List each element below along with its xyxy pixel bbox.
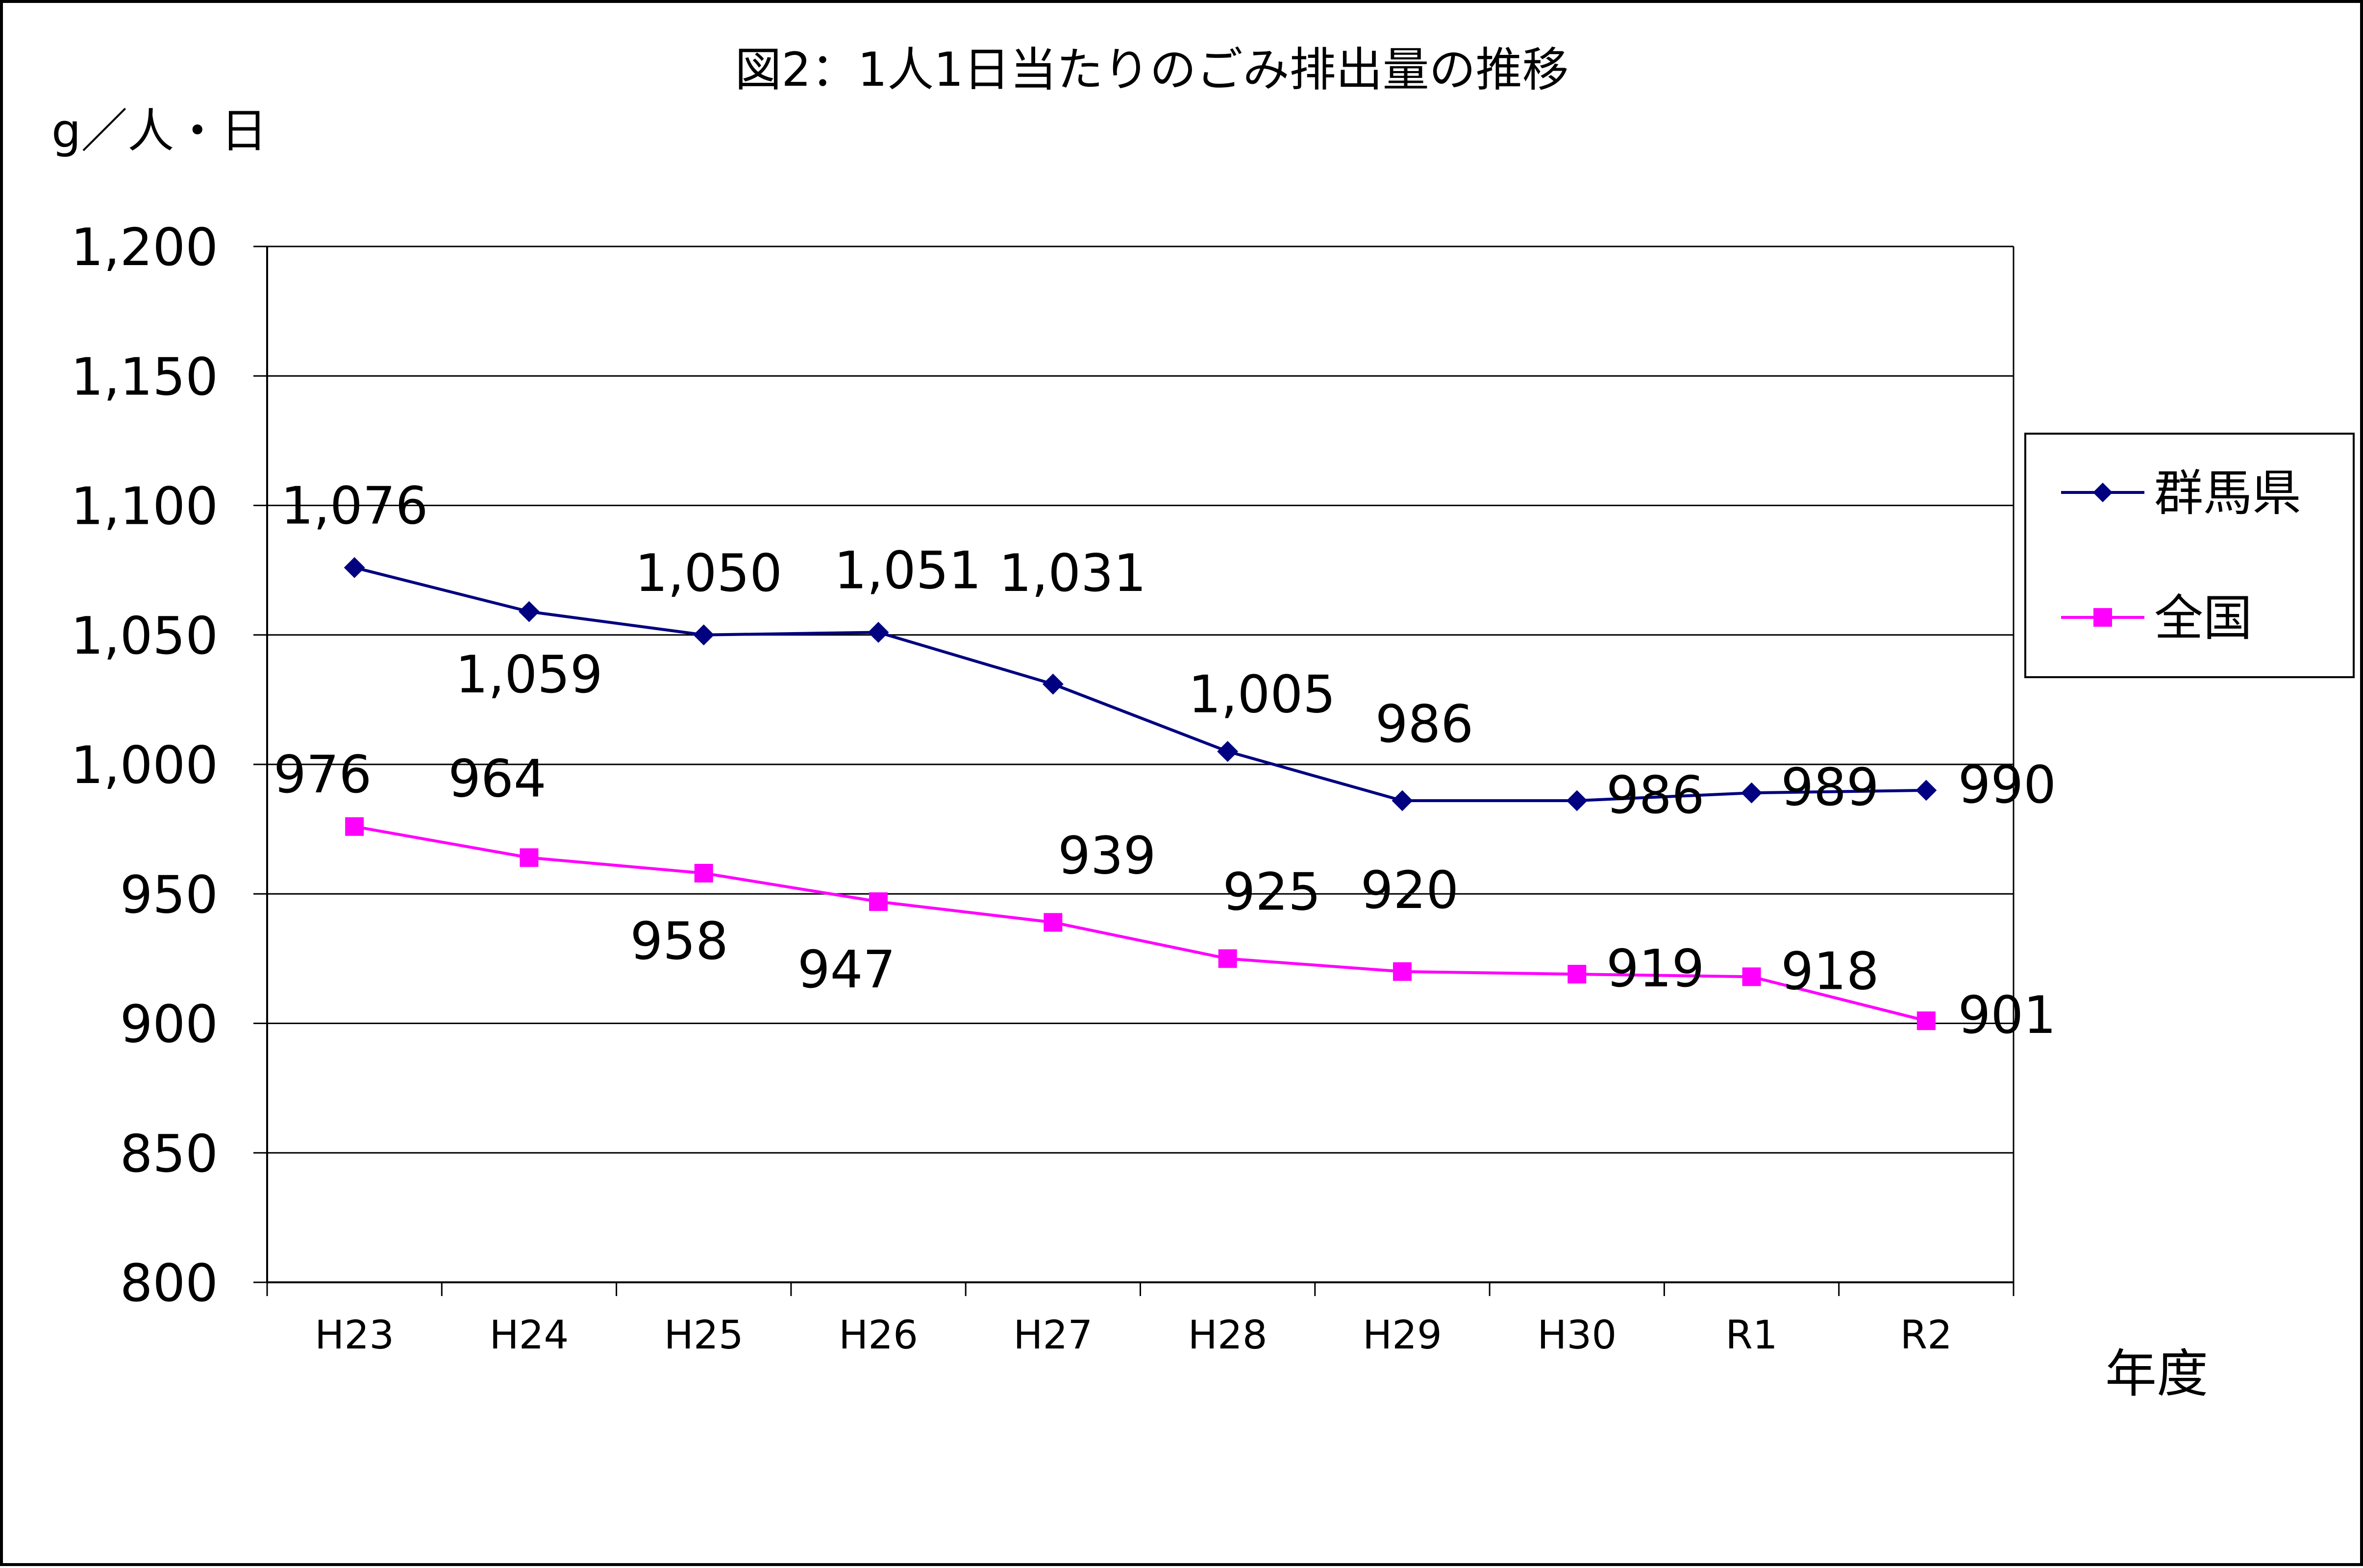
data-label: 939 xyxy=(1058,826,1156,885)
data-point-marker xyxy=(520,848,539,867)
data-label: 989 xyxy=(1781,758,1879,817)
data-label: 947 xyxy=(797,940,895,1000)
x-tick-label: H27 xyxy=(1013,1312,1093,1358)
data-point-marker xyxy=(344,557,365,578)
x-axis-label: 年度 xyxy=(2105,1344,2208,1404)
x-tick-label: H24 xyxy=(489,1312,569,1358)
y-tick-label: 1,050 xyxy=(71,606,218,666)
data-label: 976 xyxy=(274,745,372,805)
y-tick-label: 900 xyxy=(120,995,218,1054)
data-labels: 1,076 1,059 1,050 1,051 1,031 1,005 986 986 989 9… xyxy=(274,476,2056,1045)
legend-label: 全国 xyxy=(2154,589,2252,647)
data-label: 920 xyxy=(1361,860,1459,920)
x-tick-label: R1 xyxy=(1725,1312,1777,1358)
y-tick-label: 1,100 xyxy=(71,477,218,537)
data-label: 990 xyxy=(1958,755,2056,815)
data-point-marker xyxy=(1742,967,1761,986)
data-point-marker xyxy=(1567,965,1587,984)
data-label: 919 xyxy=(1606,939,1704,999)
data-label: 964 xyxy=(448,749,546,808)
y-tick-label: 850 xyxy=(120,1124,218,1184)
data-point-marker xyxy=(869,892,888,911)
legend-label: 群馬県 xyxy=(2154,465,2301,522)
data-point-marker xyxy=(868,622,889,643)
y-tick-label: 1,200 xyxy=(71,218,218,277)
series-line-gunma xyxy=(354,566,1926,802)
x-tick-label: H28 xyxy=(1188,1312,1268,1358)
x-tick-label: H23 xyxy=(315,1312,394,1358)
series xyxy=(344,557,1937,1030)
y-tick-labels: 800 850 900 950 1,000 1,050 1,100 1,150 1,200 xyxy=(71,218,218,1313)
data-label: 1,031 xyxy=(999,543,1146,603)
data-point-marker xyxy=(1218,949,1237,968)
data-point-marker xyxy=(1044,913,1063,932)
y-tick-label: 950 xyxy=(120,865,218,925)
x-tick-label: H26 xyxy=(839,1312,918,1358)
data-point-marker xyxy=(694,863,713,882)
data-point-marker xyxy=(1393,962,1412,981)
x-tick-label: H25 xyxy=(664,1312,744,1358)
data-label: 1,059 xyxy=(455,645,603,705)
data-label: 901 xyxy=(1958,985,2056,1045)
data-point-marker xyxy=(345,817,364,836)
y-tick-label: 1,000 xyxy=(71,735,218,795)
legend-marker xyxy=(2093,483,2113,502)
chart-title: 図2：1人1日当たりのごみ排出量の推移 xyxy=(735,43,1568,97)
data-label: 925 xyxy=(1222,862,1320,922)
x-tick-label: R2 xyxy=(1900,1312,1952,1358)
data-point-marker xyxy=(1566,790,1588,811)
data-point-marker xyxy=(1042,673,1064,695)
y-tick-label: 800 xyxy=(120,1253,218,1313)
legend-marker xyxy=(2093,608,2112,627)
x-tick-label: H29 xyxy=(1363,1312,1442,1358)
x-tick-label: H30 xyxy=(1537,1312,1617,1358)
data-point-marker xyxy=(1915,780,1937,801)
axes xyxy=(253,245,2015,1296)
gridlines xyxy=(267,245,2014,1154)
data-label: 1,076 xyxy=(281,476,428,536)
y-axis-label: g／人・日 xyxy=(51,104,267,158)
x-tick-labels: H23 H24 H25 H26 H27 H28 H29 H30 R1 R2 xyxy=(315,1312,1952,1358)
legend-box xyxy=(2024,433,2355,678)
data-point-marker xyxy=(1217,741,1239,762)
data-label: 986 xyxy=(1606,765,1704,825)
data-label: 958 xyxy=(630,911,728,971)
data-label: 1,005 xyxy=(1188,665,1336,725)
data-point-marker xyxy=(1916,1011,1936,1030)
series-line-national xyxy=(354,825,1927,1023)
data-point-marker xyxy=(1741,782,1762,804)
data-label: 986 xyxy=(1375,694,1473,754)
data-label: 1,051 xyxy=(834,540,982,600)
data-point-marker xyxy=(693,624,715,646)
data-label: 1,050 xyxy=(635,543,782,603)
data-label: 918 xyxy=(1781,941,1879,1001)
data-point-marker xyxy=(1392,790,1413,811)
data-point-marker xyxy=(519,601,540,622)
y-tick-label: 1,150 xyxy=(71,347,218,407)
